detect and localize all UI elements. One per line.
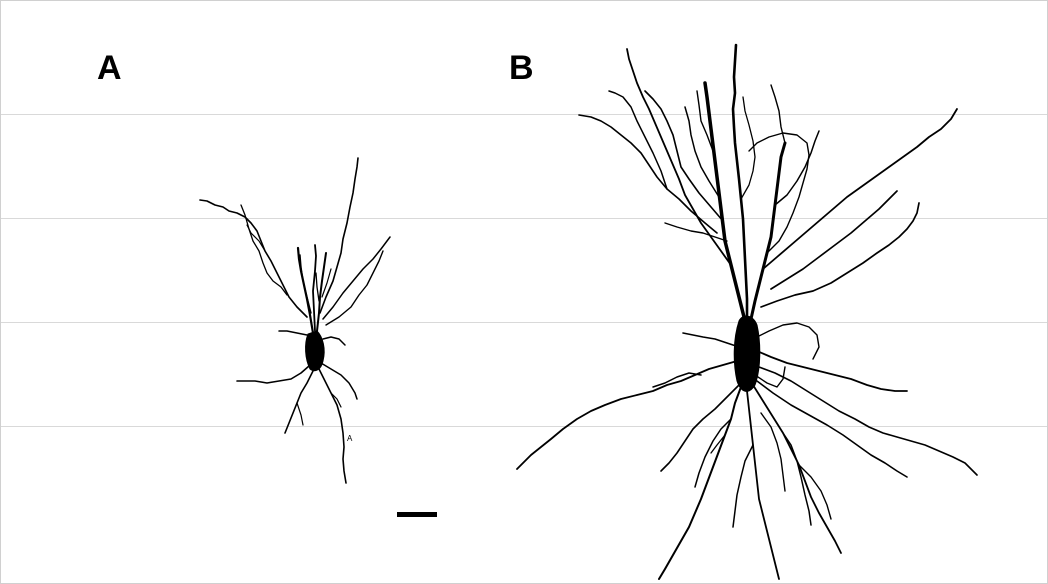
dendrite (732, 444, 754, 528)
panel-label-a: A (97, 49, 122, 87)
dendrite (762, 108, 958, 270)
dendrite (774, 130, 820, 206)
dendrite (322, 336, 346, 346)
dendrite (752, 384, 842, 554)
dendrite (703, 81, 747, 323)
dendrite (240, 204, 288, 296)
gridline (1, 114, 1047, 115)
neuron-a-soma (305, 330, 325, 372)
neuron-b-soma (733, 315, 761, 392)
dendrite (199, 199, 308, 318)
dendrite (684, 106, 720, 198)
dendrite (754, 366, 786, 388)
dendrite (236, 365, 310, 384)
dendrite (756, 380, 908, 478)
dendrite (652, 372, 702, 388)
dendrite (644, 90, 724, 222)
dendrite (798, 464, 832, 520)
gridline (1, 426, 1047, 427)
dendrite (660, 384, 740, 472)
dendrite (321, 268, 332, 298)
dendrite (246, 224, 266, 252)
dendrite (664, 222, 728, 242)
dendrite (756, 350, 908, 392)
dendrite (770, 84, 786, 144)
dendrite (770, 190, 898, 290)
dendrite (330, 392, 342, 408)
gridline (1, 218, 1047, 219)
dendrite (760, 202, 920, 308)
dendrite (299, 254, 312, 314)
dendrite (278, 330, 308, 336)
dendrite (696, 90, 714, 152)
dendrite (626, 48, 732, 266)
neuron-a (199, 157, 391, 484)
dendrite (322, 236, 391, 320)
dendrite (578, 114, 718, 234)
dendrite (746, 390, 780, 580)
dendrite (749, 141, 787, 321)
dendrite (516, 360, 738, 470)
dendrite (731, 43, 749, 321)
dendrite (312, 244, 317, 332)
dendrite (748, 132, 810, 254)
dendrite (319, 157, 359, 314)
dendrite (296, 402, 304, 426)
dendrite (710, 434, 726, 454)
small-mark: A (347, 434, 353, 443)
scale-bar (397, 512, 437, 517)
dendrite (608, 90, 668, 190)
dendrite (756, 322, 820, 360)
dendrite (694, 418, 732, 488)
dendrite (658, 386, 742, 580)
dendrite (740, 96, 756, 200)
neuron-b (516, 43, 978, 580)
dendrite (284, 370, 314, 434)
dendrite (682, 332, 740, 348)
panel-label-b: B (509, 49, 534, 87)
dendrite (315, 272, 320, 302)
dendrite (320, 362, 358, 400)
dendrite (782, 432, 812, 526)
dendrite (318, 368, 347, 484)
dendrite (325, 250, 384, 326)
dendrite (758, 366, 978, 476)
gridline (1, 322, 1047, 323)
dendrite (760, 412, 786, 492)
dendrite (316, 252, 327, 332)
